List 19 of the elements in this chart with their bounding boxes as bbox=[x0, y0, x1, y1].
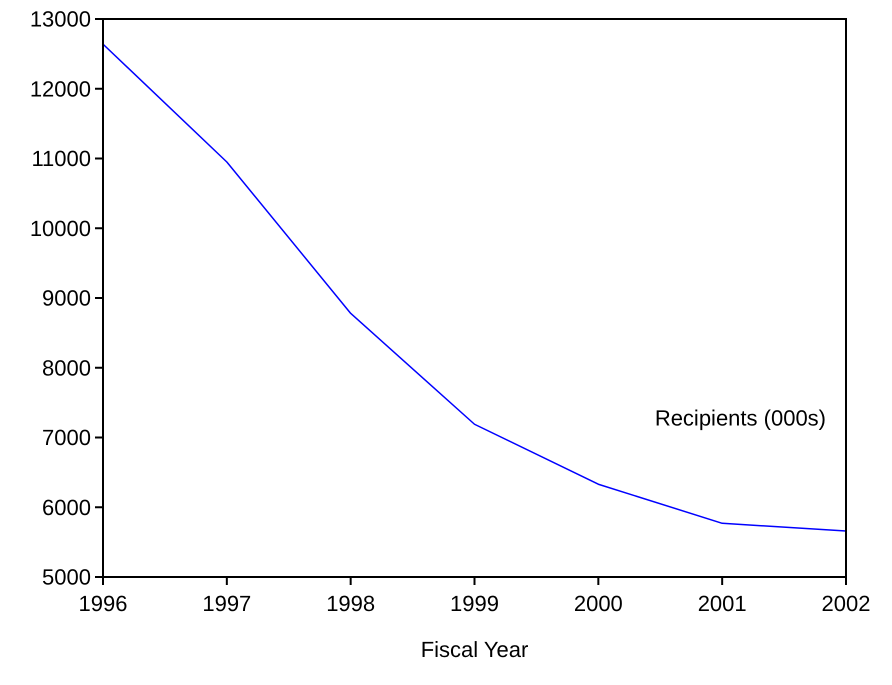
y-tick-label: 11000 bbox=[31, 146, 91, 172]
line-series bbox=[102, 43, 847, 532]
x-tick-label: 1996 bbox=[78, 591, 128, 616]
y-tick-label: 8000 bbox=[42, 355, 91, 380]
x-tick-label: 2000 bbox=[574, 591, 623, 616]
y-tick-label: 5000 bbox=[42, 564, 91, 590]
y-tick-label: 6000 bbox=[42, 494, 91, 520]
text: Recipients (000s) bbox=[654, 406, 826, 430]
x-tick-label: 1998 bbox=[326, 591, 376, 616]
x-axis-title: Fiscal Year bbox=[420, 637, 528, 662]
y-tick-label: 12000 bbox=[30, 76, 91, 102]
x-tick-label: 2002 bbox=[822, 591, 870, 616]
x-tick-label: 2001 bbox=[698, 591, 747, 616]
x-tick-label: 1999 bbox=[450, 591, 499, 616]
x-tick-label: 1997 bbox=[202, 591, 252, 616]
y-tick-label: 10000 bbox=[30, 216, 91, 241]
y-tick-label: 7000 bbox=[42, 425, 91, 450]
y-tick-label: 9000 bbox=[42, 286, 91, 311]
y-tick-label: 13000 bbox=[30, 6, 91, 32]
